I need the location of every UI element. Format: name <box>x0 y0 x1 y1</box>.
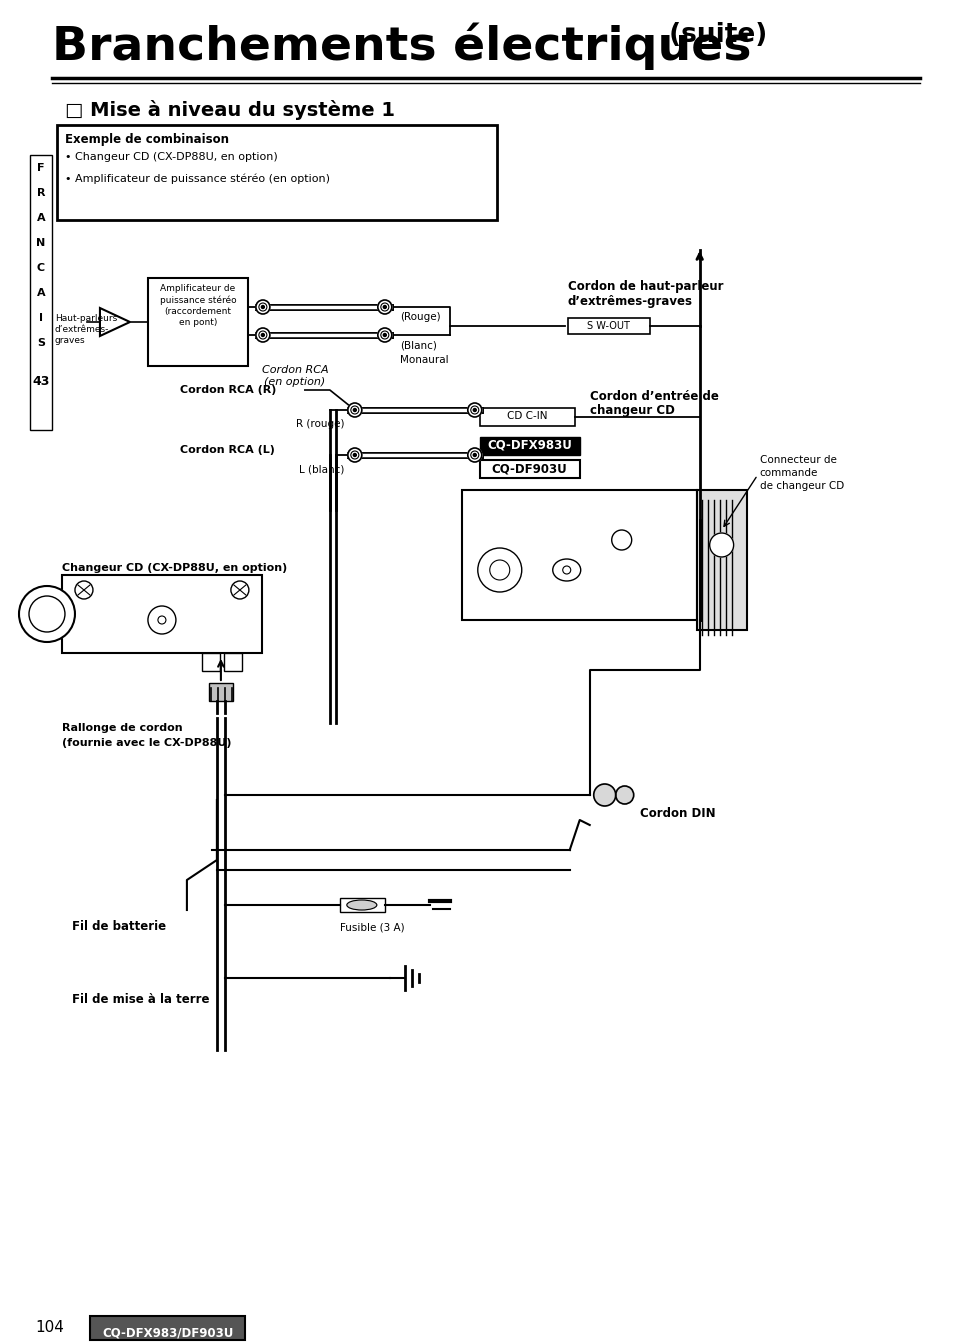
Text: Fil de mise à la terre: Fil de mise à la terre <box>71 993 210 1007</box>
Circle shape <box>29 595 65 632</box>
Text: (fournie avec le CX-DP88U): (fournie avec le CX-DP88U) <box>62 738 232 749</box>
Text: (Blanc): (Blanc) <box>399 340 436 349</box>
Text: Cordon RCA
(en option): Cordon RCA (en option) <box>261 366 328 387</box>
Circle shape <box>148 606 175 634</box>
Circle shape <box>467 448 481 462</box>
Text: CQ-DF903U: CQ-DF903U <box>492 462 567 474</box>
Text: 43: 43 <box>32 375 50 388</box>
Text: S W-OUT: S W-OUT <box>587 321 630 331</box>
Text: 104: 104 <box>35 1320 64 1335</box>
Text: CD C-IN: CD C-IN <box>506 411 546 421</box>
Text: R (rouge): R (rouge) <box>296 419 344 429</box>
Circle shape <box>467 403 481 417</box>
Circle shape <box>377 300 392 314</box>
Ellipse shape <box>552 559 580 581</box>
Circle shape <box>19 586 75 642</box>
Text: • Changeur CD (CX-DP88U, en option): • Changeur CD (CX-DP88U, en option) <box>65 152 277 163</box>
Text: Cordon RCA (R): Cordon RCA (R) <box>180 384 276 395</box>
Circle shape <box>353 453 356 457</box>
Text: (Rouge): (Rouge) <box>399 312 440 323</box>
Text: F: F <box>37 163 45 173</box>
Text: Connecteur de: Connecteur de <box>759 456 836 465</box>
Bar <box>209 683 233 702</box>
Bar <box>202 653 219 671</box>
Circle shape <box>348 403 361 417</box>
Text: CQ-DFX983U: CQ-DFX983U <box>487 439 572 452</box>
Bar <box>567 319 649 335</box>
Text: Branchements électriques: Branchements électriques <box>51 22 751 70</box>
Text: Monaural: Monaural <box>399 355 448 366</box>
Text: A: A <box>36 288 45 298</box>
Circle shape <box>593 784 615 806</box>
Circle shape <box>261 305 264 309</box>
Circle shape <box>383 305 386 309</box>
Bar <box>90 1316 245 1340</box>
Text: (suite): (suite) <box>659 22 766 48</box>
Text: A: A <box>36 212 45 223</box>
Text: changeur CD: changeur CD <box>589 405 674 417</box>
Text: Cordon DIN: Cordon DIN <box>639 806 715 820</box>
Text: Changeur CD (CX-DP88U, en option): Changeur CD (CX-DP88U, en option) <box>62 563 287 573</box>
Text: Amplificateur de
puissance stéréo
(raccordement
en pont): Amplificateur de puissance stéréo (racco… <box>159 284 236 327</box>
Text: S: S <box>37 337 45 348</box>
Circle shape <box>231 581 249 599</box>
Ellipse shape <box>347 900 376 910</box>
Circle shape <box>611 530 631 550</box>
Text: I: I <box>39 313 43 323</box>
Bar <box>479 460 579 478</box>
Text: R: R <box>37 188 45 198</box>
Text: □ Mise à niveau du système 1: □ Mise à niveau du système 1 <box>65 99 395 120</box>
Text: CQ-DFX983/DF903U: CQ-DFX983/DF903U <box>102 1327 233 1339</box>
Text: • Amplificateur de puissance stéréo (en option): • Amplificateur de puissance stéréo (en … <box>65 173 330 184</box>
Circle shape <box>255 300 270 314</box>
Circle shape <box>477 548 521 591</box>
Text: de changeur CD: de changeur CD <box>759 481 843 491</box>
Circle shape <box>348 448 361 462</box>
Bar <box>30 155 51 430</box>
Bar <box>224 653 242 671</box>
Text: Fusible (3 A): Fusible (3 A) <box>339 923 404 933</box>
Circle shape <box>255 328 270 341</box>
Circle shape <box>709 534 733 556</box>
Text: d’extrêmes-graves: d’extrêmes-graves <box>567 294 692 308</box>
Text: L (blanc): L (blanc) <box>299 464 344 474</box>
Text: Haut-parleurs
d’extrêmes-
graves: Haut-parleurs d’extrêmes- graves <box>55 314 117 345</box>
Bar <box>57 125 497 220</box>
Circle shape <box>377 328 392 341</box>
Bar <box>696 491 746 630</box>
Bar <box>479 409 574 426</box>
Bar <box>461 491 696 620</box>
Text: Cordon de haut-parleur: Cordon de haut-parleur <box>567 280 722 293</box>
Bar <box>62 575 262 653</box>
Text: Exemple de combinaison: Exemple de combinaison <box>65 133 229 146</box>
Text: Rallonge de cordon: Rallonge de cordon <box>62 723 182 732</box>
Circle shape <box>75 581 92 599</box>
Text: Cordon RCA (L): Cordon RCA (L) <box>180 445 274 456</box>
Circle shape <box>353 409 356 411</box>
Bar <box>148 278 248 366</box>
Text: Cordon d’entrée de: Cordon d’entrée de <box>589 390 718 403</box>
Bar <box>479 437 579 456</box>
Text: N: N <box>36 238 46 249</box>
Bar <box>339 898 384 913</box>
Circle shape <box>615 786 633 804</box>
Circle shape <box>261 333 264 336</box>
Text: C: C <box>37 263 45 273</box>
Text: Fil de batterie: Fil de batterie <box>71 921 166 933</box>
Circle shape <box>383 333 386 336</box>
Circle shape <box>473 453 476 457</box>
Text: commande: commande <box>759 468 817 478</box>
Circle shape <box>473 409 476 411</box>
